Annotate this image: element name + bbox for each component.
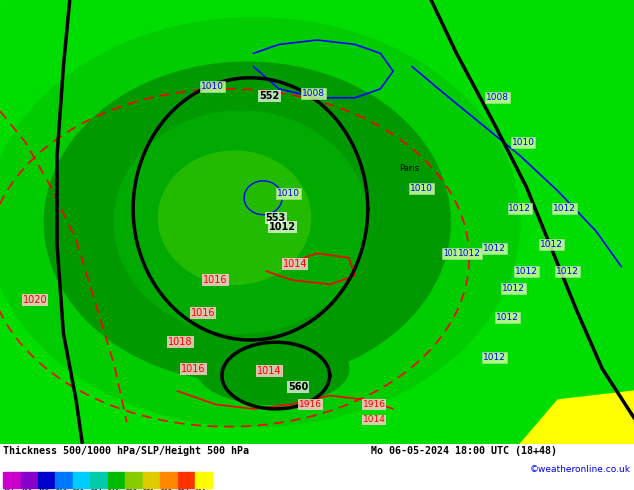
Polygon shape: [197, 333, 349, 404]
Text: 1016: 1016: [181, 364, 205, 374]
Polygon shape: [44, 62, 450, 382]
Text: 1916: 1916: [363, 400, 385, 409]
Text: 594: 594: [178, 489, 190, 490]
Bar: [143, 472, 160, 488]
Text: 1020: 1020: [23, 295, 47, 305]
Text: 510: 510: [56, 489, 67, 490]
Text: 534: 534: [91, 489, 102, 490]
Bar: [56, 472, 73, 488]
Text: 474: 474: [3, 489, 15, 490]
Bar: [195, 472, 212, 488]
Text: 1012: 1012: [540, 240, 563, 249]
Bar: [108, 472, 126, 488]
Text: 1012: 1012: [483, 353, 506, 362]
Bar: [126, 472, 143, 488]
Polygon shape: [114, 111, 368, 333]
Text: 1010: 1010: [277, 189, 300, 198]
Text: 1012: 1012: [483, 245, 506, 253]
Text: 558: 558: [126, 489, 137, 490]
Text: 1012: 1012: [553, 204, 576, 213]
Text: 570: 570: [143, 489, 155, 490]
Text: 546: 546: [108, 489, 120, 490]
Text: 101: 101: [443, 249, 457, 258]
Text: 486: 486: [20, 489, 32, 490]
Text: 1014: 1014: [283, 259, 307, 270]
Text: 1014: 1014: [257, 366, 281, 376]
Text: 1008: 1008: [302, 89, 325, 98]
Text: 1014: 1014: [363, 416, 385, 424]
Text: 1012: 1012: [515, 267, 538, 275]
Text: 522: 522: [73, 489, 85, 490]
Text: 1016: 1016: [191, 308, 215, 318]
Text: 1012: 1012: [269, 221, 295, 232]
Text: ©weatheronline.co.uk: ©weatheronline.co.uk: [530, 465, 631, 474]
Text: 552: 552: [259, 91, 280, 100]
Text: 1012: 1012: [458, 249, 481, 258]
Text: 1012: 1012: [502, 284, 525, 294]
Bar: [73, 472, 90, 488]
Text: Thickness 500/1000 hPa/SLP/Height 500 hPa: Thickness 500/1000 hPa/SLP/Height 500 hP…: [3, 446, 249, 456]
Bar: [178, 472, 195, 488]
Text: Paris: Paris: [399, 164, 419, 173]
Text: Mo 06-05-2024 18:00 UTC (18+48): Mo 06-05-2024 18:00 UTC (18+48): [371, 446, 557, 456]
Text: 1012: 1012: [508, 204, 531, 213]
Text: 1010: 1010: [201, 82, 224, 91]
Bar: [91, 472, 108, 488]
Text: 553: 553: [266, 213, 286, 223]
Text: 1008: 1008: [486, 93, 509, 102]
Bar: [160, 472, 178, 488]
Text: 1010: 1010: [512, 138, 534, 147]
Text: 1010: 1010: [410, 184, 433, 194]
Text: 1018: 1018: [169, 337, 193, 347]
Text: 606: 606: [195, 489, 207, 490]
Text: 1012: 1012: [496, 313, 519, 322]
Polygon shape: [520, 391, 634, 444]
Bar: [38, 472, 56, 488]
Text: 1016: 1016: [204, 275, 228, 285]
Polygon shape: [0, 18, 520, 427]
Bar: [3, 472, 20, 488]
Polygon shape: [158, 151, 311, 284]
Bar: [20, 472, 38, 488]
Text: 498: 498: [38, 489, 50, 490]
Text: 1916: 1916: [299, 400, 322, 409]
Text: 1012: 1012: [556, 267, 579, 275]
Text: 582: 582: [160, 489, 172, 490]
Text: 560: 560: [288, 382, 308, 392]
